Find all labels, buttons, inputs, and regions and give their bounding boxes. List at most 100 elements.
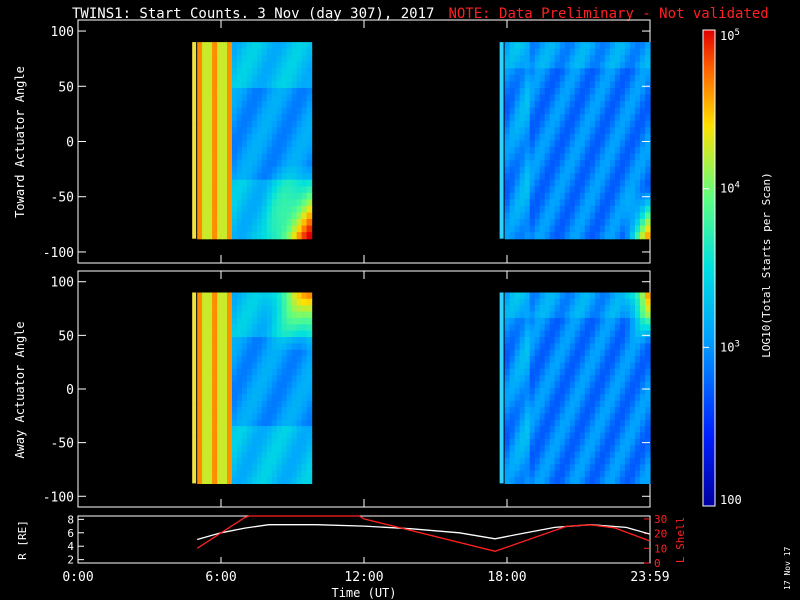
heatmap-cell <box>217 107 223 115</box>
heatmap-cell <box>281 166 288 174</box>
heatmap-cell <box>574 173 581 181</box>
heatmap-cell <box>261 42 268 50</box>
heatmap-cell <box>504 432 511 440</box>
heatmap-cell <box>594 337 601 344</box>
heatmap-cell <box>509 55 516 63</box>
heatmap-cell <box>281 438 288 446</box>
heatmap-cell <box>286 375 293 383</box>
heatmap-cell <box>256 192 263 200</box>
heatmap-cell <box>549 432 556 440</box>
heatmap-cell <box>584 432 591 440</box>
heatmap-cell <box>514 464 521 472</box>
heatmap-cell <box>251 212 258 220</box>
ytick-label: -100 <box>43 490 74 505</box>
heatmap-cell <box>237 166 243 174</box>
heatmap-cell <box>246 232 253 240</box>
heatmap-cell <box>564 356 571 364</box>
heatmap-cell <box>514 127 521 135</box>
heatmap-cell <box>197 133 203 141</box>
heatmap-cell <box>217 81 223 89</box>
heatmap-cell <box>635 74 641 83</box>
heatmap-cell <box>529 94 536 102</box>
heatmap-cell <box>241 42 248 50</box>
heatmap-cell <box>276 88 283 96</box>
heatmap-cell <box>619 166 626 174</box>
heatmap-cell <box>237 68 243 76</box>
heatmap-cell <box>574 212 581 220</box>
heatmap-cell <box>266 68 273 76</box>
heatmap-cell <box>549 120 556 128</box>
heatmap-cell <box>222 368 228 376</box>
heatmap-cell <box>271 426 278 434</box>
heatmap-cell <box>609 337 616 344</box>
heatmap-cell <box>246 317 253 325</box>
heatmap-cell <box>559 232 566 240</box>
heatmap-cell <box>207 362 213 370</box>
heatmap-cell <box>504 101 511 109</box>
heatmap-cell <box>614 292 621 300</box>
heatmap-cell <box>549 464 556 472</box>
heatmap-cell <box>251 133 258 141</box>
heatmap-cell <box>529 311 536 319</box>
heatmap-cell <box>569 219 576 227</box>
heatmap-cell <box>524 298 531 306</box>
heatmap-cell <box>232 464 238 472</box>
heatmap-cell <box>281 387 288 395</box>
heatmap-cell <box>554 232 561 240</box>
heatmap-cell <box>504 419 511 427</box>
heatmap-cell <box>227 445 233 453</box>
heatmap-cell <box>589 375 596 383</box>
heatmap-cell <box>544 107 551 115</box>
heatmap-cell <box>217 438 223 446</box>
heatmap-cell <box>579 394 586 402</box>
heatmap-cell <box>614 146 621 155</box>
heatmap-cell <box>509 324 516 332</box>
heatmap-cell <box>271 94 278 102</box>
heatmap-cell <box>529 298 536 306</box>
heatmap-cell <box>544 343 551 351</box>
heatmap-cell <box>544 173 551 181</box>
heatmap-cell <box>296 74 303 83</box>
heatmap-cell <box>564 160 571 168</box>
heatmap-cell <box>291 114 298 122</box>
heatmap-cell <box>251 324 258 332</box>
heatmap-cell <box>629 337 636 344</box>
heatmap-cell <box>544 464 551 472</box>
heatmap-cell <box>514 356 521 364</box>
heatmap-cell <box>574 368 581 376</box>
heatmap-cell <box>640 179 646 187</box>
heatmap-cell <box>640 477 646 484</box>
heatmap-cell <box>291 81 298 89</box>
heatmap-cell <box>564 173 571 181</box>
heatmap-cell <box>524 394 531 402</box>
heatmap-cell <box>207 55 213 63</box>
heatmap-cell <box>619 114 626 122</box>
heatmap-cell <box>614 362 621 370</box>
heatmap-cell <box>635 94 641 102</box>
heatmap-cell <box>232 349 238 357</box>
heatmap-cell <box>599 225 606 233</box>
heatmap-cell <box>579 368 586 376</box>
heatmap-cell <box>559 470 566 478</box>
heatmap-cell <box>629 349 636 357</box>
heatmap-cell <box>256 368 263 376</box>
heatmap-cell <box>640 42 646 50</box>
heatmap-cell <box>614 219 621 227</box>
heatmap-cell <box>246 324 253 332</box>
heatmap-cell <box>286 114 293 122</box>
heatmap-cell <box>614 225 621 233</box>
heatmap-cell <box>504 394 511 402</box>
heatmap-cell <box>614 192 621 200</box>
heatmap-cell <box>640 343 646 351</box>
heatmap-cell <box>504 179 511 187</box>
heatmap-cell <box>222 362 228 370</box>
heatmap-cell <box>574 292 581 300</box>
heatmap-cell <box>524 438 531 446</box>
heatmap-cell <box>266 394 273 402</box>
heatmap-cell <box>241 394 248 402</box>
heatmap-cell <box>579 381 586 389</box>
heatmap-cell <box>509 186 516 194</box>
heatmap-cell <box>217 127 223 135</box>
heatmap-cell <box>584 127 591 135</box>
heatmap-cell <box>640 212 646 220</box>
